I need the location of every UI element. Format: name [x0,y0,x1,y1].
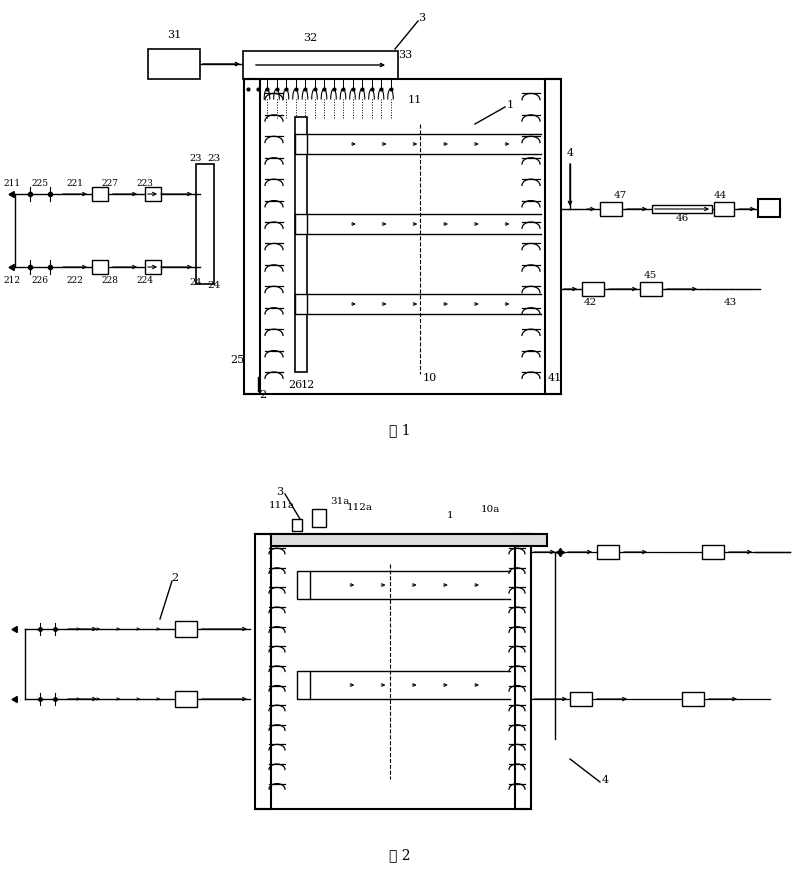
Text: 45: 45 [643,270,657,279]
Text: 227: 227 [102,178,118,187]
Text: 31a: 31a [330,497,350,506]
Bar [255,534,271,809]
Bar [702,546,724,559]
Bar [292,519,302,532]
Text: 223: 223 [137,178,154,187]
Text: 4: 4 [602,774,609,784]
Bar [175,621,197,637]
Text: 224: 224 [137,276,154,284]
Bar [295,118,307,373]
Bar [570,692,592,706]
Text: 225: 225 [31,178,49,187]
Text: 4: 4 [566,148,574,158]
Text: 226: 226 [31,276,49,284]
Bar [92,188,108,202]
Text: 211: 211 [3,178,21,187]
Bar [295,214,307,235]
Text: 23: 23 [207,153,221,162]
Bar [145,260,161,275]
Bar [597,546,619,559]
Text: 25: 25 [230,354,244,364]
Text: 2: 2 [171,572,178,582]
Text: 111a: 111a [269,500,295,509]
Bar [652,206,712,214]
Text: 228: 228 [102,276,118,284]
Text: 24: 24 [190,277,202,286]
Text: 32: 32 [303,33,317,43]
Bar [682,692,704,706]
Bar [244,80,260,394]
Text: 11: 11 [408,95,422,105]
Bar [600,203,622,217]
Text: 2: 2 [259,390,266,400]
Text: 1: 1 [446,510,454,519]
Text: 3: 3 [277,486,283,496]
Bar [92,260,108,275]
Text: 图 2: 图 2 [390,847,410,861]
Bar [640,283,662,297]
Text: 42: 42 [583,297,597,307]
Text: 212: 212 [3,276,21,284]
Bar [145,188,161,202]
Bar [175,691,197,707]
Text: 24: 24 [207,280,221,289]
Text: 43: 43 [723,297,737,307]
Text: 23: 23 [190,153,202,162]
Bar [243,52,398,80]
Text: 26: 26 [288,379,302,390]
Text: 47: 47 [614,190,626,199]
Text: 46: 46 [675,214,689,222]
Text: 1: 1 [506,100,514,110]
Text: 12: 12 [301,379,315,390]
Text: 222: 222 [66,276,83,284]
Text: 31: 31 [167,30,181,40]
Text: 33: 33 [398,50,412,60]
Bar [545,80,561,394]
Text: 3: 3 [418,13,426,23]
Bar [148,50,200,80]
Bar [312,509,326,527]
Bar [582,283,604,297]
Bar [297,672,310,699]
Bar [271,534,547,547]
Bar [714,203,734,217]
Text: 图 1: 图 1 [389,423,411,437]
Bar [196,165,214,284]
Bar [515,534,531,809]
Text: 221: 221 [66,178,83,187]
Bar [297,571,310,599]
Text: 10a: 10a [480,505,500,514]
Text: 112a: 112a [347,503,373,512]
Text: 44: 44 [714,190,726,199]
Text: 10: 10 [423,373,437,383]
Bar [758,199,780,218]
Text: 41: 41 [548,373,562,383]
Bar [295,135,307,155]
Bar [295,295,307,315]
